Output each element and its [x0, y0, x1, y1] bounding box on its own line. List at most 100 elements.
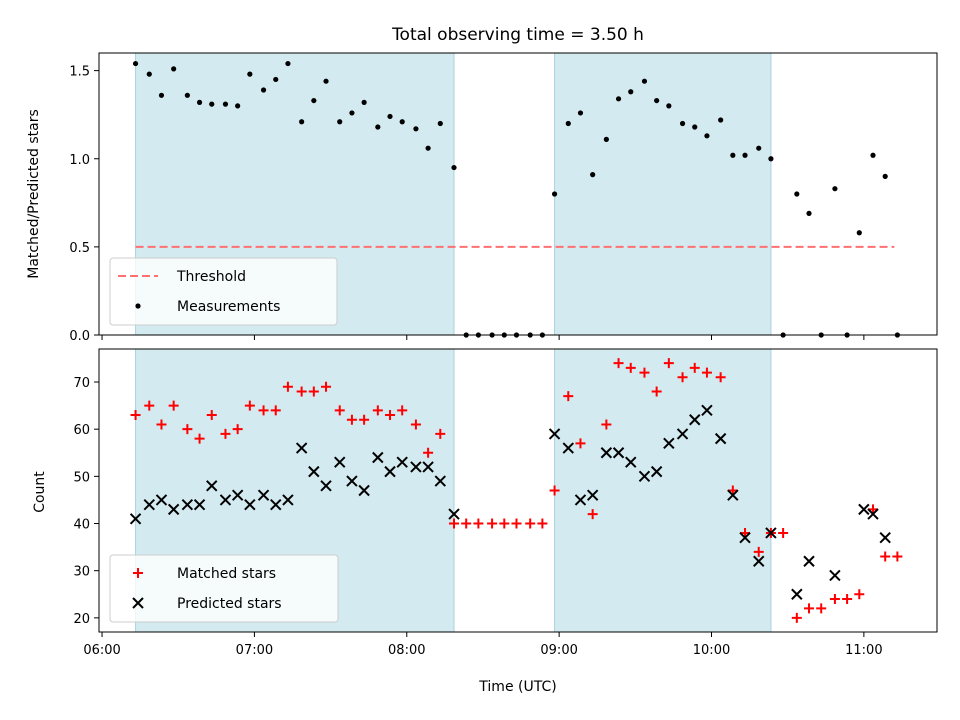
bottom-x-point — [346, 475, 358, 487]
bottom-x-point — [384, 465, 396, 478]
bottom-plus-point — [587, 509, 598, 520]
bottom-plus-point — [372, 405, 383, 416]
top-dot-point — [730, 152, 736, 158]
bottom-plus-point — [701, 367, 712, 378]
bottom-x-point — [270, 498, 282, 511]
top-dot-point — [425, 145, 431, 151]
top-legend-box — [109, 257, 338, 326]
bottom-x-point — [181, 498, 194, 511]
bottom-x-point — [372, 451, 384, 464]
bottom-x-point — [803, 555, 815, 567]
bottom-plus-point — [359, 414, 370, 425]
top-dot-point — [196, 99, 203, 105]
top-dot-point — [299, 119, 305, 125]
bottom-plus-point — [613, 358, 624, 369]
top-dot-point — [222, 101, 229, 107]
top-dot-point — [375, 124, 381, 130]
top-dot-point — [451, 164, 457, 171]
top-dot-point — [285, 60, 291, 67]
top-dot-point — [615, 96, 622, 102]
bottom-plus-point — [778, 527, 789, 538]
bottom-x-tick-label: 08:00 — [388, 643, 425, 658]
bottom-x-tick-label: 07:00 — [236, 643, 273, 658]
bottom-plus-point — [639, 367, 650, 378]
bottom-x-point — [257, 489, 270, 501]
bottom-plus-point — [880, 551, 891, 562]
top-dot-point — [654, 97, 660, 104]
bottom-plus-point — [206, 410, 217, 421]
bottom-plus-point — [346, 414, 357, 425]
bottom-x-tick-label: 06:00 — [83, 643, 120, 658]
bottom-plus-point — [525, 518, 536, 529]
bottom-x-point — [143, 498, 155, 511]
bottom-plus-point — [282, 381, 293, 392]
bottom-plus-point — [194, 433, 205, 444]
top-dot-point — [565, 120, 571, 127]
bottom-x-tick-label: 10:00 — [693, 643, 730, 658]
bottom-x-point — [396, 456, 408, 468]
bottom-x-point — [320, 480, 332, 492]
bottom-x-point — [155, 494, 168, 506]
top-dot-point — [273, 76, 279, 83]
top-axes-frame — [98, 52, 938, 336]
bottom-plus-point — [232, 424, 243, 435]
bottom-x-point — [574, 494, 587, 506]
top-dot-point — [794, 191, 800, 197]
bottom-plus-point — [168, 400, 179, 411]
bottom-x-point — [586, 489, 599, 501]
top-dot-point — [158, 92, 165, 98]
bottom-plus-point — [549, 485, 560, 496]
bottom-x-point — [448, 508, 460, 520]
top-dot-point — [832, 186, 838, 192]
bottom-x-point — [714, 432, 727, 445]
bottom-plus-point — [449, 518, 460, 529]
top-dot-point — [437, 120, 443, 127]
top-dot-point — [132, 60, 139, 67]
top-dot-point — [260, 87, 267, 93]
top-dot-point — [184, 92, 190, 98]
bottom-plus-point — [511, 518, 522, 529]
bottom-x-point — [600, 447, 613, 459]
top-dot-point — [666, 103, 672, 109]
bottom-plus-point — [575, 438, 586, 449]
bottom-x-point — [663, 437, 675, 450]
top-dot-point — [603, 136, 609, 142]
bottom-plus-point — [270, 405, 281, 416]
top-legend: Threshold Measurements — [109, 257, 338, 326]
top-dot-point — [235, 103, 241, 109]
top-dot-point — [870, 152, 876, 158]
bottom-star-points — [129, 358, 903, 623]
top-dot-point — [349, 110, 355, 116]
bottom-plus-point — [715, 372, 726, 383]
bottom-x-point — [753, 555, 765, 567]
bottom-y-tick-label: 60 — [73, 423, 90, 438]
bottom-x-point — [206, 480, 218, 492]
bottom-plus-point — [487, 518, 498, 529]
bottom-panel: 20 30 40 50 60 70 06:00 07:00 08:00 09:00 10:00 11:… — [32, 348, 938, 695]
bottom-legend: Matched stars Predicted stars — [109, 554, 339, 623]
bottom-legend-x-swatch — [132, 597, 144, 609]
bottom-plus-point — [144, 400, 155, 411]
bottom-x-point — [689, 414, 701, 426]
top-dot-point — [590, 172, 596, 178]
top-dot-point — [399, 119, 405, 125]
bottom-plus-point — [689, 362, 700, 373]
bottom-plus-point — [651, 386, 662, 397]
top-measurement-points — [132, 60, 900, 338]
top-legend-dot-swatch — [135, 303, 141, 309]
top-dot-point — [247, 71, 253, 77]
bottom-plus-point — [385, 410, 396, 421]
bottom-plus-point — [182, 424, 193, 435]
bottom-plus-point — [130, 410, 141, 421]
bottom-plus-point — [244, 400, 255, 411]
bottom-plus-point — [804, 603, 815, 614]
bottom-x-point — [701, 404, 713, 417]
top-dot-point — [704, 133, 710, 139]
bottom-plus-point — [220, 428, 231, 439]
bottom-plus-point — [435, 428, 446, 439]
bottom-x-point — [867, 508, 879, 520]
bottom-legend-plus-swatch — [133, 568, 143, 578]
bottom-x-point — [727, 489, 739, 501]
top-dot-point — [577, 110, 584, 116]
bottom-x-point — [295, 442, 308, 454]
